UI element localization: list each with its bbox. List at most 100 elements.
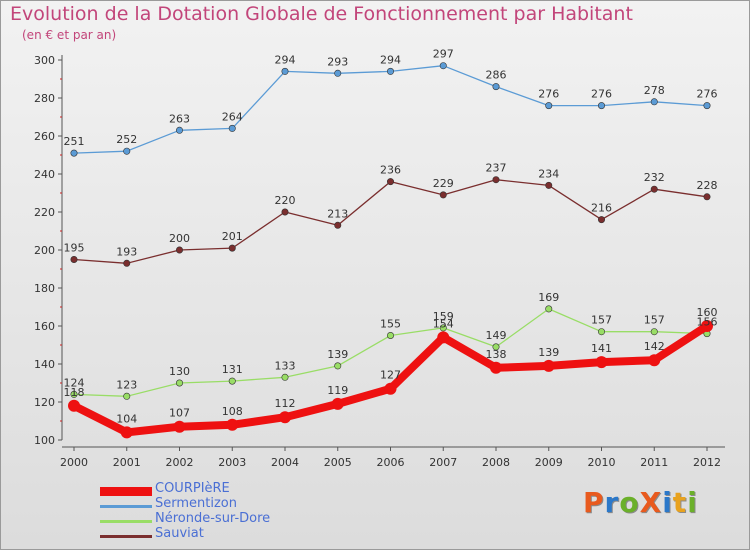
data-point-n-ronde-sur-dore [334, 362, 342, 370]
data-label-n-ronde-sur-dore: 169 [538, 291, 559, 304]
chart-subtitle: (en € et par an) [22, 28, 117, 42]
data-label-courpi-re: 104 [116, 412, 137, 425]
data-point-sermentizon [492, 83, 500, 91]
data-label-sermentizon: 263 [169, 112, 190, 125]
data-label-sermentizon: 297 [433, 48, 454, 61]
x-tick-label: 2005 [324, 456, 352, 469]
data-point-courpi-re [120, 426, 133, 439]
data-label-n-ronde-sur-dore: 149 [486, 329, 507, 342]
x-tick-label: 2003 [218, 456, 246, 469]
data-point-sermentizon [545, 102, 553, 110]
data-point-sauviat [597, 216, 605, 224]
data-point-n-ronde-sur-dore [492, 343, 500, 351]
data-label-sauviat: 213 [327, 207, 348, 220]
data-point-courpi-re [437, 331, 450, 344]
data-label-sermentizon: 276 [697, 88, 718, 101]
data-point-sauviat [545, 181, 553, 189]
data-point-sermentizon [386, 67, 394, 75]
data-point-sermentizon [70, 149, 78, 157]
logo-letter: t [672, 486, 688, 519]
y-tick-label: 100 [34, 434, 55, 447]
data-label-sermentizon: 286 [486, 69, 507, 82]
data-label-n-ronde-sur-dore: 139 [327, 348, 348, 361]
legend-label: Néronde-sur-Dore [155, 511, 271, 526]
data-point-sauviat [650, 185, 658, 193]
data-label-n-ronde-sur-dore: 159 [433, 310, 454, 323]
data-point-courpi-re [490, 361, 502, 374]
data-point-sauviat [492, 176, 500, 184]
data-label-courpi-re: 142 [644, 340, 665, 353]
logo-letter: i [662, 486, 673, 519]
x-tick-label: 2008 [482, 456, 510, 469]
data-label-n-ronde-sur-dore: 123 [116, 378, 137, 391]
data-label-courpi-re: 141 [591, 342, 612, 355]
data-label-sermentizon: 294 [380, 53, 401, 66]
data-point-sauviat [70, 255, 78, 263]
logo-letter: o [619, 486, 640, 519]
data-point-n-ronde-sur-dore [650, 328, 658, 336]
data-point-n-ronde-sur-dore [545, 305, 553, 313]
data-label-n-ronde-sur-dore: 157 [591, 314, 612, 327]
data-point-sauviat [703, 193, 711, 201]
data-point-courpi-re [68, 399, 80, 412]
data-point-sermentizon [123, 147, 131, 155]
legend-swatch [100, 504, 152, 508]
x-tick-label: 2006 [377, 456, 405, 469]
data-label-sermentizon: 276 [591, 88, 612, 101]
x-tick-label: 2012 [693, 456, 721, 469]
legend-label: COURPIèRE [155, 481, 230, 496]
data-label-sauviat: 236 [380, 164, 401, 177]
data-label-sauviat: 234 [538, 167, 559, 180]
data-label-sermentizon: 251 [64, 135, 85, 148]
y-tick-label: 120 [34, 396, 55, 409]
data-label-sauviat: 229 [433, 177, 454, 190]
y-tick-label: 300 [34, 54, 55, 67]
y-tick-label: 280 [34, 92, 55, 105]
data-label-courpi-re: 107 [169, 407, 190, 420]
data-point-sermentizon [650, 98, 658, 106]
x-tick-label: 2009 [535, 456, 563, 469]
x-tick-label: 2004 [271, 456, 299, 469]
x-tick-label: 2010 [588, 456, 616, 469]
x-tick-label: 2007 [429, 456, 457, 469]
x-tick-label: 2011 [640, 456, 668, 469]
data-point-courpi-re [279, 411, 291, 424]
data-point-courpi-re [384, 382, 397, 395]
data-label-sauviat: 237 [486, 162, 507, 175]
x-tick-label: 2001 [113, 456, 141, 469]
x-tick-label: 2002 [166, 456, 194, 469]
data-label-sermentizon: 252 [116, 133, 137, 146]
data-point-sermentizon [439, 62, 447, 70]
data-labels: 251 252 263 264 294 293 294 297 286 276 276 278 276 1… [64, 48, 718, 426]
data-point-n-ronde-sur-dore [123, 392, 131, 400]
data-label-sauviat: 201 [222, 230, 243, 243]
data-point-courpi-re [226, 418, 239, 431]
data-point-sermentizon [703, 102, 711, 110]
data-label-n-ronde-sur-dore: 131 [222, 363, 243, 376]
data-label-courpi-re: 139 [538, 346, 559, 359]
data-label-n-ronde-sur-dore: 157 [644, 314, 665, 327]
data-point-courpi-re [648, 354, 661, 367]
legend-label: Sauviat [155, 526, 204, 541]
legend-swatch [100, 534, 152, 538]
data-label-sauviat: 216 [591, 202, 612, 215]
data-point-courpi-re [542, 359, 555, 372]
data-label-sauviat: 195 [64, 242, 85, 255]
y-tick-label: 140 [34, 358, 55, 371]
logo-letter: P [583, 486, 605, 519]
data-label-sauviat: 193 [116, 245, 137, 258]
data-point-sauviat [386, 178, 394, 186]
data-label-n-ronde-sur-dore: 133 [275, 359, 296, 372]
data-label-courpi-re: 160 [697, 306, 718, 319]
data-label-courpi-re: 127 [380, 369, 401, 382]
data-label-n-ronde-sur-dore: 156 [697, 316, 718, 329]
logo-letter: X [639, 486, 663, 519]
data-point-n-ronde-sur-dore [386, 331, 394, 339]
logo-letter: r [604, 486, 620, 519]
data-point-sermentizon [597, 102, 605, 110]
data-point-n-ronde-sur-dore [439, 324, 447, 332]
data-label-sermentizon: 276 [538, 88, 559, 101]
data-point-sermentizon [334, 69, 342, 77]
logo-letter: i [687, 486, 698, 519]
